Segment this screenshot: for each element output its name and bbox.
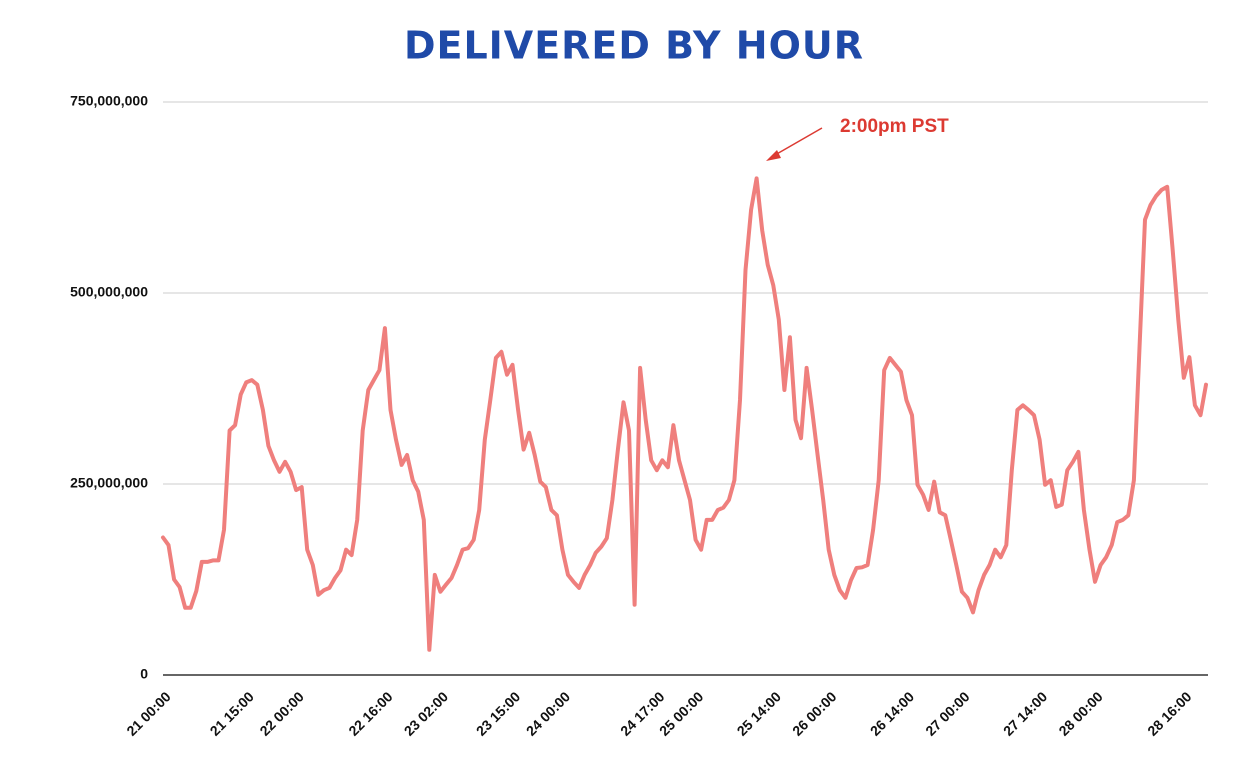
x-tick-label: 21 15:00 [207, 688, 258, 739]
annotation-arrow [774, 127, 823, 156]
line [161, 176, 1208, 652]
x-tick-label: 26 14:00 [867, 688, 918, 739]
x-tick-label: 27 00:00 [922, 688, 973, 739]
chart-title: DELIVERED BY HOUR [404, 24, 864, 68]
y-tick-label: 500,000,000 [70, 284, 148, 300]
x-tick-label: 21 00:00 [123, 688, 174, 739]
x-tick-label: 25 14:00 [734, 688, 785, 739]
y-tick-label: 0 [140, 666, 148, 682]
x-tick-label: 26 00:00 [789, 688, 840, 739]
y-tick-label: 750,000,000 [70, 93, 148, 109]
x-tick-label: 22 00:00 [256, 688, 307, 739]
x-tick-label: 22 16:00 [345, 688, 396, 739]
x-tick-label: 23 15:00 [473, 688, 524, 739]
annotation-arrowhead [766, 150, 781, 161]
annotation: 2:00pm PST [840, 116, 949, 137]
x-tick-label: 28 00:00 [1055, 688, 1106, 739]
x-tick-label: 23 02:00 [401, 688, 452, 739]
x-tick-label: 24 00:00 [523, 688, 574, 739]
x-tick-label: 27 14:00 [1000, 688, 1051, 739]
y-tick-label: 250,000,000 [70, 475, 148, 491]
x-tick-label: 28 16:00 [1144, 688, 1195, 739]
